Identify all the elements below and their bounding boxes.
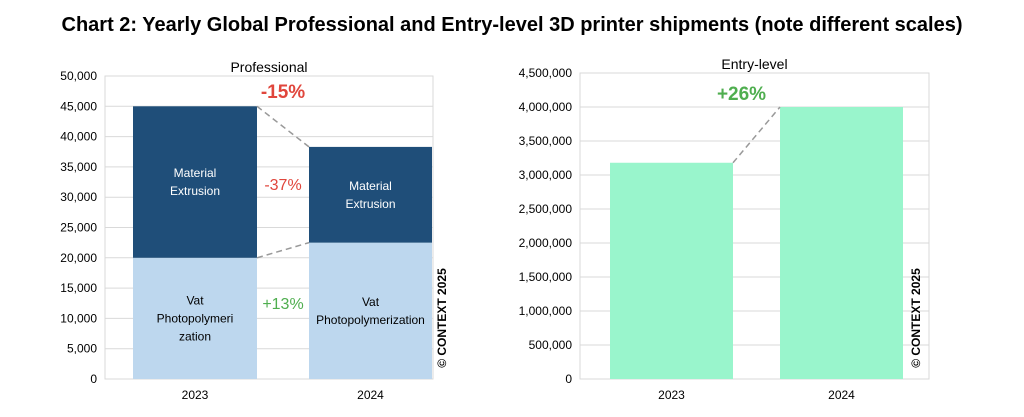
entry-level-plot-frame (579, 72, 930, 380)
professional-y-tick-label: 50,000 (60, 69, 97, 83)
extrusion-segment-label: Material Extrusion (345, 179, 395, 211)
entry-level-x-tick-label: 2023 (658, 388, 685, 402)
entry-level-y-tick-label: 1,000,000 (519, 304, 573, 318)
professional-x-tick-label: 2023 (182, 388, 209, 402)
entry-level-y-tick-label: 0 (565, 372, 572, 386)
chart-title: Chart 2: Yearly Global Professional and … (61, 14, 963, 36)
entry-level-y-tick-label: 3,500,000 (519, 134, 573, 148)
entry-level-y-tick-label: 2,000,000 (519, 236, 573, 250)
bar-material-extrusion-2023 (133, 106, 257, 258)
total-change-label: -15% (261, 82, 305, 103)
entry-level-y-tick-label: 4,500,000 (519, 66, 573, 80)
entry-level-y-tick-label: 500,000 (529, 338, 573, 352)
professional-y-tick-label: 45,000 (60, 99, 97, 113)
entry-change-label: +26% (717, 84, 766, 105)
professional-y-tick-label: 20,000 (60, 251, 97, 265)
bar-entry-level-2024 (780, 107, 903, 379)
bar-vat-photopolymerization-2023 (133, 257, 257, 379)
professional-subplot-title: Professional (230, 59, 307, 75)
entry-level-y-tick-label: 1,500,000 (519, 270, 573, 284)
professional-y-tick-label: 40,000 (60, 130, 97, 144)
professional-y-tick-label: 10,000 (60, 311, 97, 325)
watermark-professional: © CONTEXT 2025 (435, 268, 449, 368)
professional-y-tick-label: 35,000 (60, 160, 97, 174)
professional-y-tick-label: 15,000 (60, 281, 97, 295)
extrusion-segment-label: Material Extrusion (170, 166, 220, 198)
professional-y-tick-label: 0 (90, 372, 97, 386)
entry-level-y-tick-label: 2,500,000 (519, 202, 573, 216)
entry-level-subplot-title: Entry-level (721, 56, 787, 72)
professional-y-tick-label: 5,000 (67, 342, 97, 356)
bar-material-extrusion-2024 (309, 146, 432, 243)
professional-y-tick-label: 30,000 (60, 190, 97, 204)
entry-level-y-tick-label: 4,000,000 (519, 100, 573, 114)
bar-entry-level-2023 (610, 162, 733, 379)
entry-connector-line (732, 106, 781, 164)
vat-change-label: +13% (262, 296, 303, 313)
entry-level-x-tick-label: 2024 (828, 388, 855, 402)
entry-level-y-tick-label: 3,000,000 (519, 168, 573, 182)
extrusion-change-label: -37% (264, 177, 301, 194)
bar-vat-photopolymerization-2024 (309, 242, 432, 379)
professional-y-tick-label: 25,000 (60, 221, 97, 235)
total-connector-line (256, 105, 310, 148)
vat-connector-line (256, 241, 310, 259)
watermark-entry-level: © CONTEXT 2025 (909, 268, 923, 368)
professional-x-tick-label: 2024 (357, 388, 384, 402)
